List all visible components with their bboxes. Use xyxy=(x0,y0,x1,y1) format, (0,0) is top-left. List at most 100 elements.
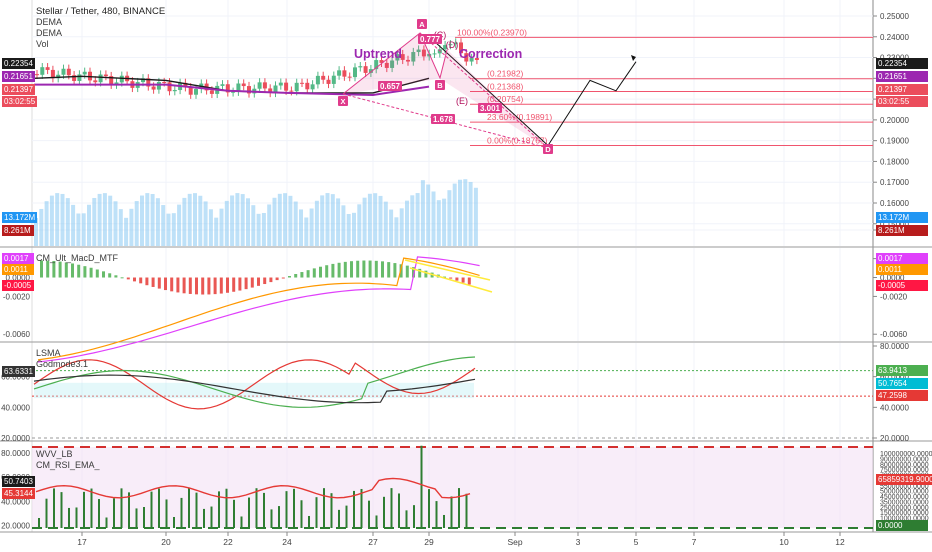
macd-histogram-bar xyxy=(244,277,248,290)
macd-histogram-bar xyxy=(467,277,471,285)
lsma-line xyxy=(33,374,476,404)
pattern-point-label: X xyxy=(340,97,345,106)
candle-body xyxy=(77,74,82,81)
candle-body xyxy=(40,67,45,75)
macd-histogram-bar xyxy=(40,260,43,278)
ratio-ac: 0.777 xyxy=(420,35,441,44)
volume-bar xyxy=(277,193,282,246)
volume-bar xyxy=(34,218,38,246)
macd-value-tag-r: 0.0011 xyxy=(876,264,928,275)
macd-histogram-bar xyxy=(374,260,378,278)
macd-axis-label: 0.0000 xyxy=(880,274,905,283)
rsi-title[interactable]: CM_RSI_EMA_ xyxy=(36,460,100,470)
macd-histogram-bar xyxy=(418,268,422,278)
volume-bar xyxy=(473,187,478,246)
macd-histogram-bar xyxy=(182,277,186,294)
study-dema-1[interactable]: DEMA xyxy=(36,17,63,27)
candle-body xyxy=(66,68,71,76)
volume-value-tag-l: 8.261M xyxy=(2,225,34,236)
wvf-bar xyxy=(210,506,213,528)
price-value-tag-r: 0.22354 xyxy=(876,58,928,69)
time-axis-label: 17 xyxy=(77,537,87,547)
macd-histogram-bar xyxy=(207,277,211,295)
ratio-bd: 1.678 xyxy=(433,115,454,124)
macd-histogram-bar xyxy=(95,269,99,278)
study-vol[interactable]: Vol xyxy=(36,39,49,49)
macd-histogram-bar xyxy=(102,271,105,278)
candle-body xyxy=(368,69,373,73)
macd-histogram-bar xyxy=(424,270,428,278)
wvf-bar xyxy=(293,488,295,528)
lsma-left-label: 40.0000 xyxy=(1,403,30,412)
volume-bar xyxy=(60,193,65,246)
volume-bar xyxy=(389,209,394,246)
candle-body xyxy=(400,54,405,60)
lsma-title[interactable]: LSMA xyxy=(36,348,61,358)
macd-histogram-bar xyxy=(213,277,217,295)
macd-histogram-bar xyxy=(114,275,118,278)
macd-histogram-bar xyxy=(145,277,149,286)
candle-body xyxy=(262,82,267,89)
candle-body xyxy=(231,91,236,93)
pattern-correction-label: Correction xyxy=(459,47,522,61)
volume-bar xyxy=(187,193,192,246)
candle-body xyxy=(156,82,161,90)
candle-body xyxy=(459,42,463,54)
volume-bar xyxy=(118,209,123,246)
candle-body xyxy=(220,84,225,86)
candle-body xyxy=(278,82,283,86)
macd-histogram-bar xyxy=(393,263,397,278)
rsi-left-label: 20.0000 xyxy=(1,522,30,531)
macd-histogram-bar xyxy=(238,277,242,291)
volume-bar xyxy=(166,213,171,246)
macd-histogram-bar xyxy=(461,277,465,283)
candle-body xyxy=(50,69,55,79)
volume-bar xyxy=(426,184,431,246)
lsma-value-tag-l: 63.6331 xyxy=(2,366,35,377)
rsi-axis-label: 25000000.0000 xyxy=(880,505,929,512)
volume-bar xyxy=(330,194,335,246)
volume-bar xyxy=(81,213,86,246)
volume-bar xyxy=(383,201,388,246)
volume-bar xyxy=(198,195,203,246)
candle-body xyxy=(390,60,395,68)
macd-histogram-bar xyxy=(176,277,180,293)
study-dema-2[interactable]: DEMA xyxy=(36,28,63,38)
macd-left-label: -0.0060 xyxy=(3,330,31,339)
macd-trend-line-1 xyxy=(404,259,491,281)
wvf-bar xyxy=(173,516,175,528)
ratio-bd-bg xyxy=(431,114,455,124)
candle-body xyxy=(119,75,124,83)
candle-body xyxy=(103,74,108,77)
volume-bar xyxy=(76,213,81,246)
candle-body xyxy=(284,82,289,91)
candle-body xyxy=(151,86,156,90)
volume-bar xyxy=(203,201,208,246)
candle-body xyxy=(72,75,77,81)
price-axis-label: 0.19000 xyxy=(880,137,909,146)
macd-title[interactable]: CM_Ult_MacD_MTF xyxy=(36,253,119,263)
macd-value-tag-r: -0.0005 xyxy=(876,280,928,291)
lsma-value-tag-r: 50.7654 xyxy=(876,378,928,389)
candle-body xyxy=(464,53,469,62)
wvf-bar xyxy=(315,497,318,528)
macd-left-label: 0.0000 xyxy=(6,274,31,283)
volume-bar xyxy=(208,209,213,246)
candle-body xyxy=(448,44,453,46)
time-axis-label: 20 xyxy=(161,537,171,547)
volume-bar xyxy=(235,193,240,246)
price-value-tag-l: 0.21651 xyxy=(2,71,35,82)
wvf-title[interactable]: WVV_LB xyxy=(36,449,73,459)
volume-bar xyxy=(442,198,447,246)
volume-bar xyxy=(458,179,462,246)
volume-bar xyxy=(230,195,235,246)
fib-level-label: (0.21368) xyxy=(487,81,524,91)
candle-body xyxy=(416,49,421,53)
lsma-value-tag-r: 47.2598 xyxy=(876,390,928,401)
macd-histogram-bar xyxy=(46,260,50,278)
macd-histogram-bar xyxy=(331,263,335,278)
volume-bar xyxy=(171,213,176,246)
godmode-title[interactable]: Godmode3.1 xyxy=(36,359,89,369)
volume-bar xyxy=(39,208,44,246)
